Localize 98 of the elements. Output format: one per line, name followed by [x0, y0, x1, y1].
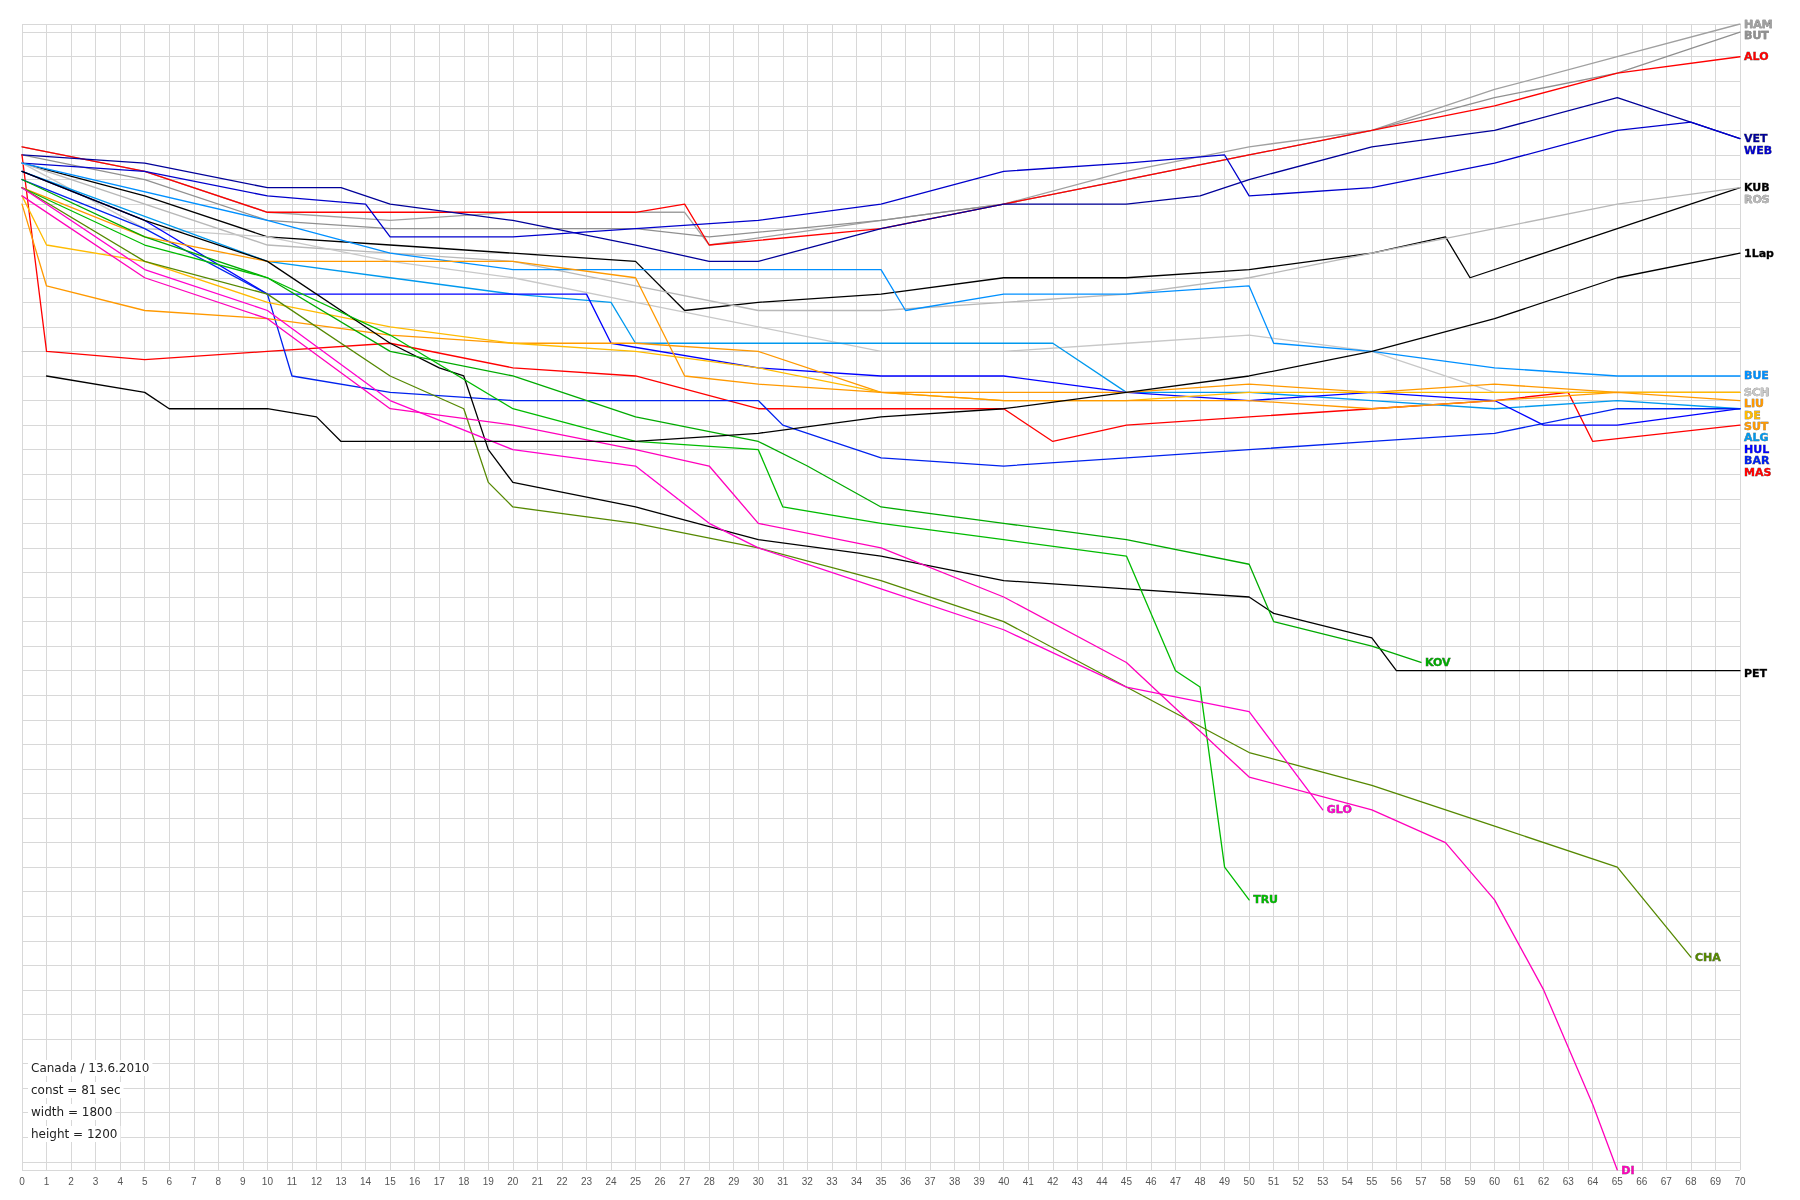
x-tick-label: 34: [850, 1175, 863, 1187]
x-tick-label: 46: [1145, 1175, 1157, 1187]
x-tick-label: 39: [973, 1175, 986, 1187]
x-tick-label: 24: [605, 1175, 618, 1187]
series-label: VET: [1744, 132, 1769, 146]
x-tick-label: 41: [1022, 1175, 1035, 1187]
x-tick-label: 36: [899, 1175, 912, 1187]
x-tick-label: 59: [1464, 1175, 1477, 1187]
x-tick-label: 28: [703, 1175, 716, 1187]
x-tick-label: 50: [1243, 1175, 1256, 1187]
text: ALG: [1744, 431, 1769, 445]
x-tick-label: 30: [752, 1175, 765, 1187]
series-label: SCH: [1744, 385, 1770, 399]
x-tick-label: 58: [1439, 1175, 1452, 1187]
annotation: height = 1200: [31, 1127, 118, 1141]
series-label: ROS: [1744, 192, 1770, 206]
x-tick-label: 38: [949, 1175, 961, 1187]
x-tick-label: 3: [92, 1175, 99, 1187]
x-tick-label: 21: [531, 1175, 544, 1187]
text: MAS: [1744, 465, 1772, 479]
x-tick-label: 45: [1120, 1175, 1133, 1187]
x-tick-label: 54: [1341, 1175, 1354, 1187]
x-tick-label: 60: [1489, 1175, 1501, 1187]
x-tick-label: 70: [1734, 1175, 1746, 1187]
x-tick-label: 0: [19, 1175, 26, 1187]
annotation: const = 81 sec: [31, 1083, 121, 1097]
x-tick-label: 11: [286, 1175, 298, 1187]
x-tick-label: 4: [117, 1175, 124, 1187]
series-label: HAM: [1744, 17, 1773, 31]
series-label: LIU: [1744, 397, 1765, 411]
x-tick-label: 55: [1366, 1175, 1378, 1187]
x-tick-label: 32: [801, 1175, 814, 1187]
x-tick-label: 44: [1096, 1175, 1108, 1187]
x-tick-label: 25: [630, 1175, 642, 1187]
series-label: DI: [1621, 1163, 1635, 1177]
series-label: CHA: [1694, 950, 1722, 964]
x-tick-label: 56: [1390, 1175, 1403, 1187]
x-tick-label: 43: [1071, 1175, 1084, 1187]
x-tick-label: 23: [580, 1175, 593, 1187]
x-tick-label: 49: [1219, 1175, 1231, 1187]
x-tick-label: 22: [556, 1175, 568, 1187]
x-tick-label: 48: [1194, 1175, 1207, 1187]
x-tick-label: 37: [924, 1175, 937, 1187]
x-tick-label: 15: [384, 1175, 397, 1187]
series-label: PET: [1744, 667, 1768, 681]
x-tick-label: 27: [679, 1175, 691, 1187]
x-tick-label: 12: [310, 1175, 323, 1187]
series-label: SUT: [1744, 420, 1769, 434]
x-tick-label: 9: [240, 1175, 247, 1187]
x-tick-label: 66: [1636, 1175, 1648, 1187]
series-label: DE: [1744, 408, 1761, 422]
x-tick-label: 67: [1660, 1175, 1673, 1187]
x-tick-label: 6: [166, 1175, 173, 1187]
series-label: KOV: [1424, 655, 1452, 669]
x-tick-label: 20: [507, 1175, 519, 1187]
annotation: width = 1800: [31, 1105, 113, 1119]
series-label: WEB: [1744, 143, 1773, 157]
x-tick-label: 7: [191, 1175, 198, 1187]
x-tick-label: 62: [1538, 1175, 1550, 1187]
x-tick-label: 69: [1709, 1175, 1722, 1187]
x-tick-label: 42: [1047, 1175, 1059, 1187]
x-tick-label: 47: [1169, 1175, 1182, 1187]
x-tick-label: 1: [43, 1175, 50, 1187]
series-label: BUT: [1744, 28, 1770, 42]
x-tick-label: 61: [1513, 1175, 1526, 1187]
x-tick-label: 29: [728, 1175, 740, 1187]
annotation: Canada / 13.6.2010: [31, 1061, 150, 1075]
series-label: ALO: [1744, 50, 1769, 64]
x-tick-label: 35: [875, 1175, 887, 1187]
x-tick-label: 16: [409, 1175, 421, 1187]
x-tick-label: 63: [1562, 1175, 1575, 1187]
x-tick-label: 5: [141, 1175, 148, 1187]
x-tick-label: 17: [433, 1175, 446, 1187]
x-tick-label: 57: [1415, 1175, 1427, 1187]
x-tick-label: 14: [360, 1175, 372, 1187]
x-tick-label: 8: [215, 1175, 222, 1187]
series-label: KUB: [1744, 181, 1770, 195]
x-tick-label: 53: [1317, 1175, 1329, 1187]
x-tick-label: 31: [777, 1175, 789, 1187]
x-tick-label: 33: [826, 1175, 838, 1187]
series-label: GLO: [1326, 803, 1352, 817]
x-tick-label: 26: [654, 1175, 667, 1187]
x-tick-label: 40: [998, 1175, 1010, 1187]
x-tick-label: 18: [458, 1175, 470, 1187]
x-tick-label: 64: [1587, 1175, 1599, 1187]
text: BAR: [1744, 454, 1770, 468]
text: HUL: [1744, 442, 1770, 456]
x-tick-label: 52: [1292, 1175, 1305, 1187]
x-tick-label: 19: [482, 1175, 495, 1187]
x-tick-label: 2: [68, 1175, 75, 1187]
x-tick-label: 68: [1685, 1175, 1697, 1187]
series-label: 1Lap: [1744, 246, 1775, 260]
series-label: TRU: [1253, 893, 1279, 907]
series-label: BUE: [1744, 369, 1769, 383]
x-tick-label: 13: [335, 1175, 348, 1187]
x-tick-label: 51: [1268, 1175, 1280, 1187]
x-tick-label: 65: [1611, 1175, 1624, 1187]
x-tick-label: 10: [261, 1175, 274, 1187]
